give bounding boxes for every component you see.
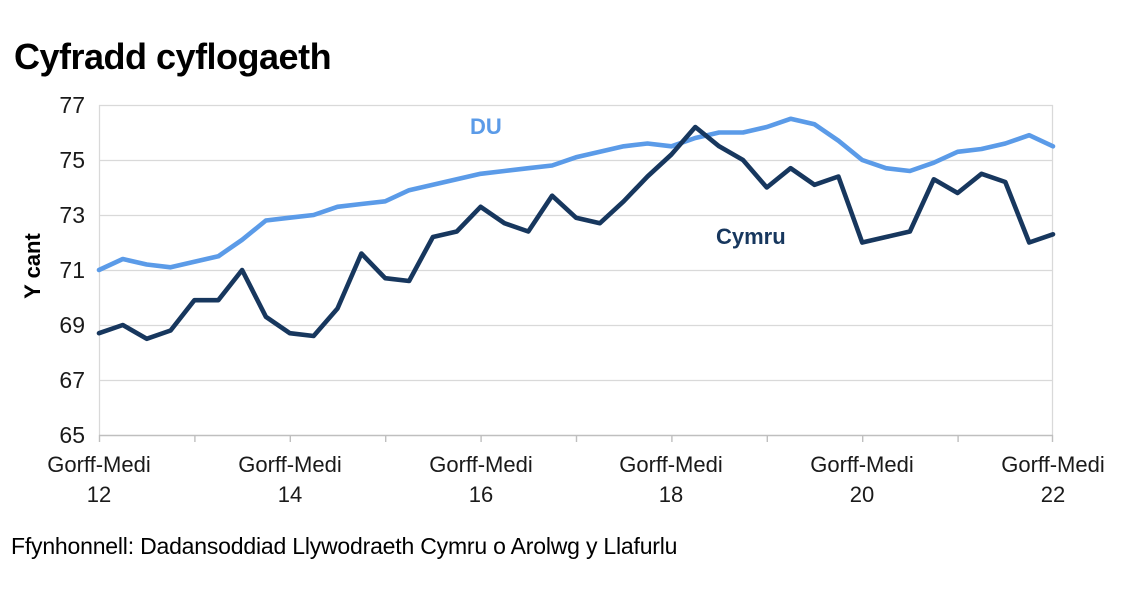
x-tick-2020: Gorff-Medi 20 bbox=[810, 452, 914, 507]
y-tick-75: 75 bbox=[59, 147, 85, 173]
source-note: Ffynhonnell: Dadansoddiad Llywodraeth Cy… bbox=[11, 533, 678, 559]
y-axis-title: Y cant bbox=[20, 233, 45, 299]
gridlines bbox=[99, 104, 1053, 382]
du-series-label: DU bbox=[470, 114, 502, 139]
x-tick-2022: Gorff-Medi 22 bbox=[1001, 452, 1105, 507]
y-tick-77: 77 bbox=[59, 92, 85, 118]
y-tick-69: 69 bbox=[59, 312, 85, 338]
x-tick-2018: Gorff-Medi 18 bbox=[619, 452, 723, 507]
cymru-series-label: Cymru bbox=[716, 224, 786, 249]
x-tick-2016: Gorff-Medi 16 bbox=[429, 452, 533, 507]
y-tick-71: 71 bbox=[59, 257, 85, 283]
x-tick-2012: Gorff-Medi 12 bbox=[47, 452, 151, 507]
y-tick-67: 67 bbox=[59, 367, 85, 393]
cymru-line bbox=[96, 124, 1056, 342]
y-tick-65: 65 bbox=[59, 422, 85, 448]
x-tick-2014: Gorff-Medi 14 bbox=[238, 452, 342, 507]
x-axis bbox=[98, 434, 1054, 442]
du-line bbox=[96, 116, 1056, 273]
y-tick-73: 73 bbox=[59, 202, 85, 228]
page-title: Cyfradd cyflogaeth bbox=[14, 36, 332, 78]
